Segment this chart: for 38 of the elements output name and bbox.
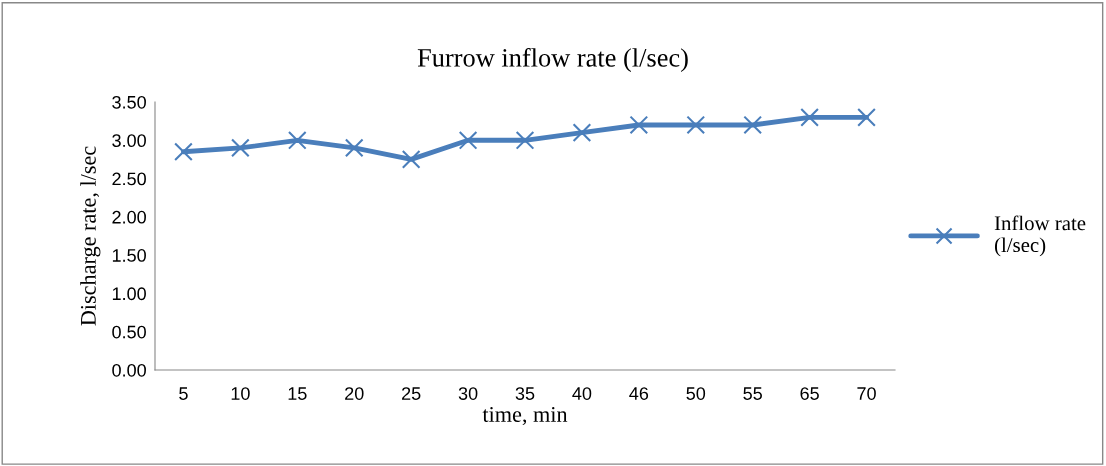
y-tick-label: 3.50: [112, 95, 146, 109]
x-tick-label: 40: [572, 387, 592, 400]
point: [857, 107, 876, 127]
x-tick-label: 55: [743, 387, 762, 400]
y-tick-label: 0.00: [112, 363, 146, 377]
legend-label: Inflow rate (l/sec): [994, 215, 1086, 257]
x-tick-label: 5: [179, 387, 188, 400]
x-tick-label: 20: [345, 387, 364, 400]
chart-title: Furrow inflow rate (l/sec): [417, 47, 688, 73]
x-tick-label: 50: [686, 387, 706, 400]
y-tick-label: 2.00: [112, 210, 146, 224]
point: [174, 142, 193, 162]
x-tick-label: 30: [458, 387, 478, 400]
y-axis-title: Discharge rate, l/sec: [80, 146, 101, 326]
y-tick-label: 1.00: [112, 287, 146, 301]
point: [344, 138, 364, 158]
x-tick-label: 15: [288, 387, 307, 400]
point: [515, 130, 535, 150]
point: [458, 130, 478, 150]
y-tick-label: 2.50: [112, 172, 146, 186]
point: [629, 115, 649, 135]
x-tick-label: 70: [857, 387, 876, 400]
y-tick-label: 0.50: [112, 325, 146, 339]
y-tick-label: 1.50: [112, 249, 146, 262]
x-tick-label: 46: [629, 387, 649, 400]
x-tick-label: 35: [515, 387, 535, 400]
x-tick-label: 65: [800, 387, 819, 400]
point: [800, 107, 819, 127]
x-tick-label: 25: [402, 387, 421, 400]
y-tick-label: 3.00: [112, 134, 146, 148]
point: [743, 115, 763, 135]
point: [401, 150, 421, 169]
x-axis-title: time, min: [482, 406, 568, 426]
point: [572, 123, 592, 142]
x-tick-label: 10: [231, 387, 250, 400]
point: [686, 115, 706, 135]
point: [287, 130, 307, 150]
point: [231, 138, 250, 158]
